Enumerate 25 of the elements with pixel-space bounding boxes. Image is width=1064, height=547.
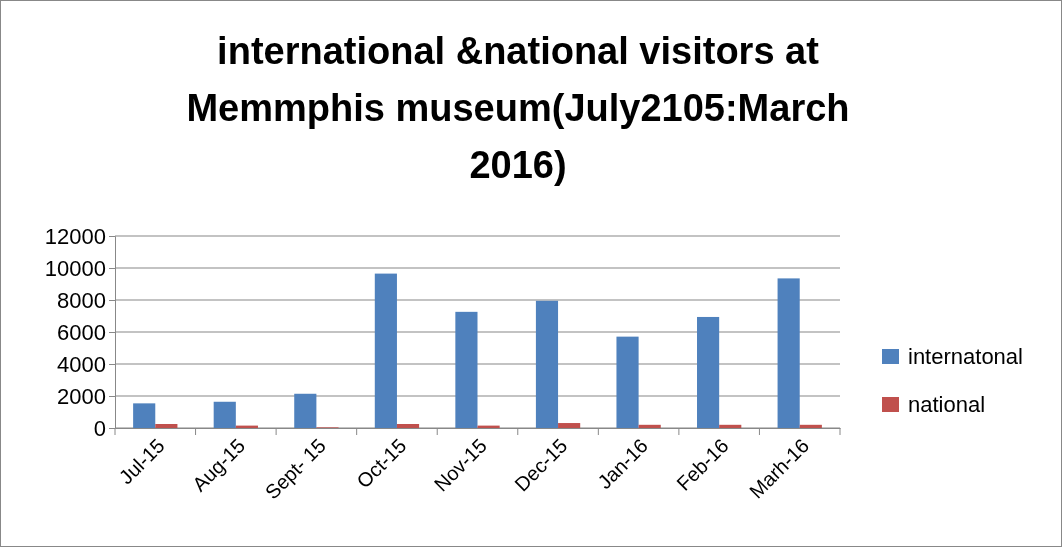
legend-label: internatonal — [908, 344, 1023, 369]
bar — [697, 316, 720, 428]
y-tick-label: 0 — [93, 415, 106, 441]
bar — [799, 424, 822, 428]
bar — [777, 278, 800, 428]
legend-label: national — [908, 392, 986, 417]
y-tick-label: 6000 — [57, 319, 106, 345]
bar — [374, 273, 397, 428]
bar — [638, 424, 661, 428]
chart-title: international &national visitors at Memmphis museum(July2105:March 2016) — [186, 30, 850, 186]
bar — [616, 336, 639, 428]
y-tick-label: 2000 — [57, 383, 106, 409]
bar — [155, 424, 178, 428]
bar — [535, 300, 559, 428]
bar — [213, 401, 236, 428]
y-tick-label: 12000 — [44, 223, 106, 249]
y-tick-label: 4000 — [57, 351, 106, 377]
bar — [455, 311, 478, 428]
bar — [294, 393, 317, 428]
y-tick-label: 10000 — [44, 255, 106, 281]
y-tick-label: 8000 — [57, 287, 106, 313]
bar — [396, 424, 420, 428]
bar — [133, 403, 156, 428]
bar — [558, 423, 581, 428]
bar — [719, 424, 742, 428]
